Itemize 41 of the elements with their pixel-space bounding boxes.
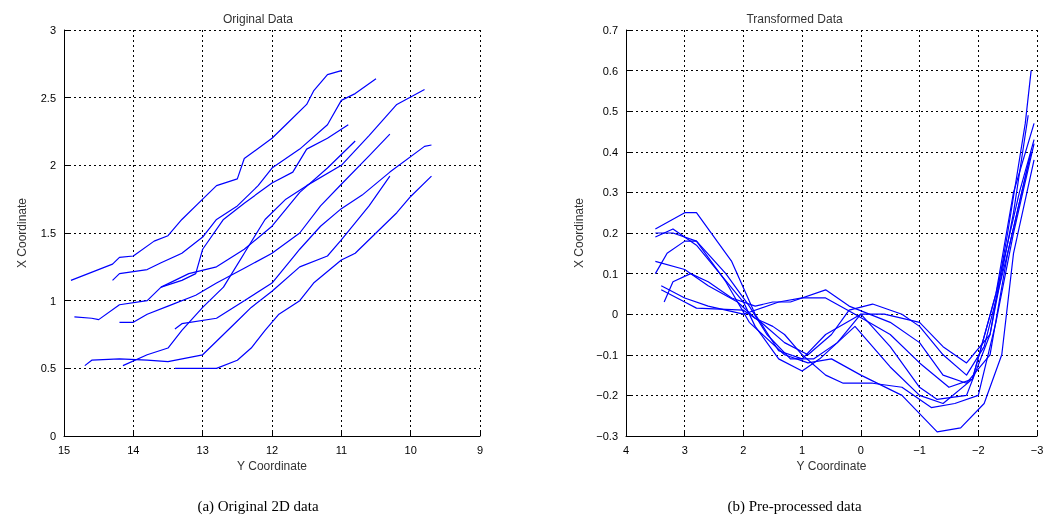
y-tick-label: −0.1 — [596, 348, 618, 361]
chart-title: Original Data — [222, 12, 294, 26]
x-axis-title: Y Coordinate — [237, 458, 308, 473]
y-tick-label: 0.2 — [602, 227, 618, 239]
x-tick-label: 4 — [622, 443, 630, 456]
x-tick-label: 11 — [335, 443, 348, 456]
text: (a) Original 2D data — [196, 498, 320, 515]
y-tick-label: 2 — [49, 159, 56, 172]
x-tick-label: 3 — [681, 443, 688, 456]
x-axis-title: Y Coordinate — [796, 458, 867, 473]
y-tick-label: 3 — [49, 24, 56, 36]
text: (b) Pre-processed data — [726, 498, 863, 515]
x-tick-label: 1 — [799, 443, 806, 456]
y-tick-label: 0.6 — [602, 64, 618, 77]
x-tick-label: −3 — [1030, 443, 1044, 456]
x-tick-label: −1 — [913, 443, 926, 456]
x-tick-label: 15 — [57, 443, 71, 456]
y-tick-label: 1 — [49, 294, 56, 307]
chart-title: Transformed Data — [746, 12, 843, 26]
y-tick-label: 0.5 — [40, 362, 56, 375]
y-tick-label: 2.5 — [40, 91, 56, 104]
y-tick-label: 0 — [611, 308, 618, 321]
x-tick-label: 10 — [404, 443, 417, 456]
y-tick-label: 0.3 — [602, 186, 618, 199]
y-tick-label: 0.5 — [602, 105, 618, 118]
x-tick-label: 0 — [857, 443, 864, 456]
y-axis-title: X Coordinate — [15, 197, 29, 269]
y-tick-label: 0.7 — [602, 24, 618, 36]
x-tick-label: 9 — [476, 443, 484, 456]
y-tick-label: −0.2 — [596, 389, 618, 402]
y-tick-label: 0.4 — [602, 145, 618, 158]
y-axis-title: X Coordinate — [572, 197, 587, 269]
y-tick-label: 1.5 — [40, 227, 56, 239]
y-tick-label: −0.3 — [596, 430, 618, 442]
x-tick-label: 13 — [196, 443, 209, 456]
x-tick-label: 14 — [127, 443, 140, 456]
y-tick-label: 0 — [49, 430, 56, 442]
y-tick-label: 0.1 — [602, 267, 618, 280]
x-tick-label: 2 — [740, 443, 747, 456]
x-tick-label: −2 — [972, 443, 985, 456]
x-tick-label: 12 — [265, 443, 279, 456]
